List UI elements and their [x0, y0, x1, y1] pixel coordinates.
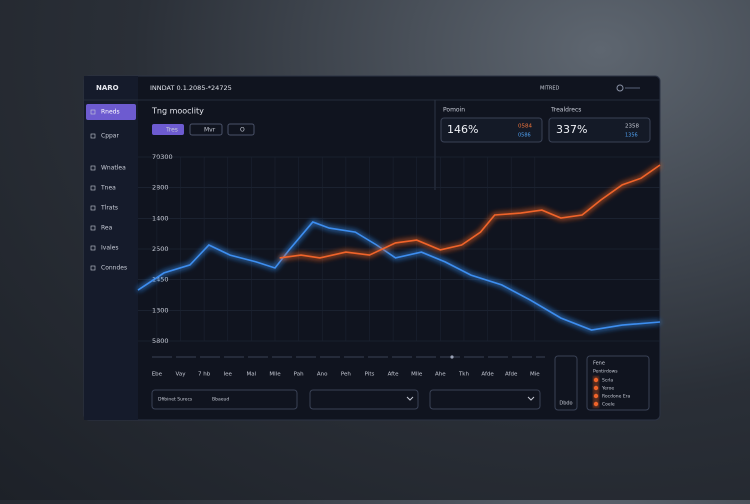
x-tick-label: Vay: [176, 372, 187, 378]
x-tick-label: Afde: [481, 372, 494, 378]
x-tick-label: 7 hb: [198, 372, 211, 378]
nav-item: Wnatlea: [101, 165, 126, 172]
x-tick-label: Pits: [365, 372, 375, 378]
x-tick-label: Ano: [317, 372, 328, 378]
tool-button[interactable]: [227, 123, 255, 136]
legend-item: Rocdone Era: [602, 394, 631, 400]
tool-label: Tres: [165, 127, 178, 134]
chevron: [406, 396, 414, 401]
card-label: Trealdrecs: [550, 107, 581, 114]
x-tick-label: Afte: [388, 372, 400, 378]
x-tick-label: Tkh: [458, 372, 470, 378]
y-tick-label: 5800: [152, 337, 169, 345]
dropdown[interactable]: [309, 389, 419, 410]
logo: NARO: [96, 84, 119, 92]
side-button[interactable]: [554, 355, 578, 411]
legend-title: Fene: [593, 361, 605, 367]
nav-item: Conndes: [101, 265, 127, 272]
nav-icon: [90, 165, 96, 171]
x-tick-label: Pah: [294, 372, 304, 378]
legend-subtitle: Pentirdows: [593, 369, 618, 375]
legend-swatch: [593, 401, 599, 407]
card-value: 146%: [447, 123, 478, 136]
card-small: 0586: [518, 133, 531, 139]
nav-icon: [90, 109, 96, 115]
header-title: INNDAT 0.1.2085-*24725: [150, 84, 232, 92]
y-tick-label: 1450: [152, 276, 169, 284]
stat-card: [440, 117, 543, 143]
nav-item: Tnea: [100, 185, 116, 192]
series-line: [279, 164, 661, 259]
nav-icon: [90, 185, 96, 191]
nav-item: Ivales: [101, 245, 118, 252]
header-right[interactable]: MITRED: [540, 86, 559, 92]
nav-icon: [90, 225, 96, 231]
card-value: 337%: [556, 123, 587, 136]
legend-item: Yeroe: [601, 386, 614, 392]
slider-dot: [450, 355, 454, 359]
x-tick-label: Peh: [341, 372, 352, 378]
x-tick-label: Mal: [247, 372, 257, 378]
input-text: Bbaeud: [212, 397, 229, 403]
stat-card: [548, 117, 651, 143]
y-tick-label: 1300: [152, 306, 169, 314]
y-tick-label: 1400: [152, 214, 169, 222]
card-small: 0584: [518, 124, 532, 130]
chart-title: Tng mooclity: [151, 107, 204, 116]
input[interactable]: [151, 389, 298, 410]
x-tick-label: Mlle: [411, 372, 423, 378]
legend-item: Coele: [602, 402, 615, 408]
x-tick-label: Ahe: [435, 372, 446, 378]
nav-item: Rneds: [101, 109, 120, 116]
card-small: 2358: [625, 124, 639, 130]
nav-active[interactable]: [86, 104, 136, 120]
nav-icon: [90, 205, 96, 211]
side-button-label: Dbdo: [559, 401, 572, 407]
nav-icon: [90, 245, 96, 251]
legend-panel: [586, 355, 650, 411]
tool-label: O: [240, 127, 245, 134]
y-tick-label: 70300: [152, 153, 173, 161]
tool-label: Mvr: [204, 127, 216, 134]
nav-item: Rea: [101, 225, 113, 232]
dropdown[interactable]: [429, 389, 541, 410]
nav-icon: [90, 133, 96, 139]
x-tick-label: Mlle: [269, 372, 281, 378]
legend-swatch: [593, 385, 599, 391]
nav-item: Cppar: [101, 133, 119, 140]
nav-item: Tlrats: [100, 205, 118, 212]
x-tick-label: Ebe: [152, 372, 163, 378]
legend-swatch: [593, 393, 599, 399]
y-tick-label: 2800: [152, 184, 169, 192]
toggle[interactable]: [616, 84, 624, 92]
y-tick-label: 2500: [152, 245, 169, 253]
x-tick-label: Iee: [224, 372, 233, 378]
legend-item: Scrla: [602, 378, 613, 384]
input-text: Dfibinet Surecs: [158, 397, 193, 403]
sidebar: [84, 76, 138, 420]
x-tick-label: Mie: [530, 372, 540, 378]
card-label: Pomoin: [443, 107, 465, 114]
card-small: 1356: [625, 133, 638, 139]
x-tick-label: Afde: [505, 372, 518, 378]
nav-icon: [90, 265, 96, 271]
tool-button[interactable]: [152, 124, 184, 135]
tool-button[interactable]: [189, 123, 223, 136]
legend-swatch: [593, 377, 599, 383]
chevron: [527, 396, 535, 401]
series-line: [137, 221, 661, 331]
